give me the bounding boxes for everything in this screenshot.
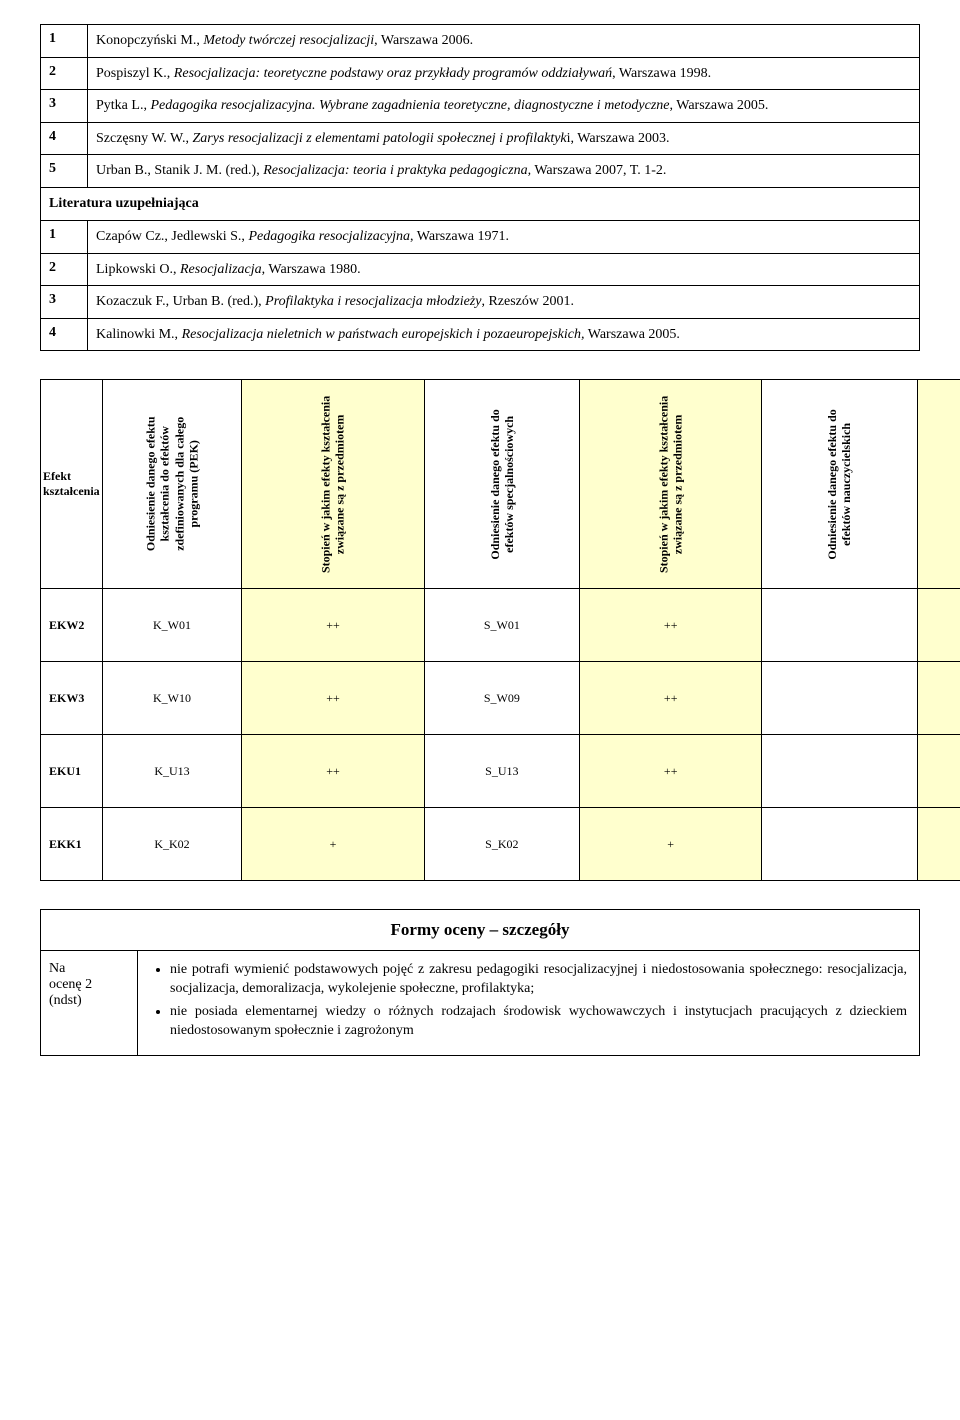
effects-header-col: Odniesienie danego efektu doefektów spec… bbox=[424, 380, 579, 589]
forms-title: Formy oceny – szczegóły bbox=[41, 910, 920, 951]
effects-cell bbox=[762, 735, 917, 808]
effects-cell bbox=[917, 589, 960, 662]
section-header-row: Literatura uzupełniająca bbox=[41, 187, 920, 220]
reference-row: 4Kalinowki M., Resocjalizacja nieletnich… bbox=[41, 318, 920, 351]
effects-cell bbox=[762, 808, 917, 881]
effects-header-label: Efektkształcenia bbox=[41, 380, 103, 589]
effects-cell: S_W01 bbox=[424, 589, 579, 662]
effects-cell: S_W09 bbox=[424, 662, 579, 735]
section-header: Literatura uzupełniająca bbox=[41, 187, 920, 220]
reference-row: 2Lipkowski O., Resocjalizacja, Warszawa … bbox=[41, 253, 920, 286]
reference-text: Kalinowki M., Resocjalizacja nieletnich … bbox=[88, 318, 920, 351]
effects-cell: ++ bbox=[242, 735, 424, 808]
reference-row: 2Pospiszyl K., Resocjalizacja: teoretycz… bbox=[41, 57, 920, 90]
reference-text: Czapów Cz., Jedlewski S., Pedagogika res… bbox=[88, 220, 920, 253]
reference-text: Szczęsny W. W., Zarys resocjalizacji z e… bbox=[88, 122, 920, 155]
effects-cell bbox=[762, 589, 917, 662]
reference-text: Konopczyński M., Metody twórczej resocja… bbox=[88, 25, 920, 58]
effects-cell: S_K02 bbox=[424, 808, 579, 881]
effects-cell: S_U13 bbox=[424, 735, 579, 808]
effects-header-col: Stopień w jakim efekty kształceniazwiąza… bbox=[242, 380, 424, 589]
reference-row: 3Kozaczuk F., Urban B. (red.), Profilakt… bbox=[41, 286, 920, 319]
forms-title-row: Formy oceny – szczegóły bbox=[41, 910, 920, 951]
reference-row: 3Pytka L., Pedagogika resocjalizacyjna. … bbox=[41, 90, 920, 123]
effects-row-label: EKK1 bbox=[41, 808, 103, 881]
reference-text: Lipkowski O., Resocjalizacja, Warszawa 1… bbox=[88, 253, 920, 286]
effects-cell: ++ bbox=[580, 589, 762, 662]
reference-row: 5Urban B., Stanik J. M. (red.), Resocjal… bbox=[41, 155, 920, 188]
effects-cell: + bbox=[242, 808, 424, 881]
effects-row: EKU1K_U13++S_U13++C1, C4ĆW1-ĆW12M1, M2,M… bbox=[41, 735, 960, 808]
forms-row-label: Naocenę 2(ndst) bbox=[41, 951, 138, 1056]
forms-row-content: nie potrafi wymienić podstawowych pojęć … bbox=[138, 951, 920, 1056]
effects-cell: + bbox=[580, 808, 762, 881]
forms-row: Naocenę 2(ndst) nie potrafi wymienić pod… bbox=[41, 951, 920, 1056]
reference-row: 1Konopczyński M., Metody twórczej resocj… bbox=[41, 25, 920, 58]
effects-header-col: Stopień w jakim efekty kształceniazwiąza… bbox=[580, 380, 762, 589]
effects-header-col: Stopień w jakim efekty kształceniazwiąza… bbox=[917, 380, 960, 589]
reference-text: Pospiszyl K., Resocjalizacja: teoretyczn… bbox=[88, 57, 920, 90]
effects-row: EKW2K_W01++S_W01++C1,C2ĆW2, ĆW3M1, M2,M3… bbox=[41, 589, 960, 662]
forms-bullet: nie potrafi wymienić podstawowych pojęć … bbox=[170, 961, 907, 999]
reference-number: 2 bbox=[41, 253, 88, 286]
effects-cell: K_W01 bbox=[102, 589, 242, 662]
effects-cell: ++ bbox=[580, 662, 762, 735]
reference-row: 4Szczęsny W. W., Zarys resocjalizacji z … bbox=[41, 122, 920, 155]
reference-number: 1 bbox=[41, 220, 88, 253]
effects-row-label: EKU1 bbox=[41, 735, 103, 808]
reference-number: 5 bbox=[41, 155, 88, 188]
reference-number: 3 bbox=[41, 90, 88, 123]
reference-number: 1 bbox=[41, 25, 88, 58]
reference-number: 3 bbox=[41, 286, 88, 319]
effects-cell: ++ bbox=[242, 589, 424, 662]
effects-header-col: Odniesienie danego efektu doefektów nauc… bbox=[762, 380, 917, 589]
effects-row: EKK1K_K02+S_K02+C1,C2,C3,C4ĆW1-ĆW12M1, M… bbox=[41, 808, 960, 881]
effects-cell bbox=[917, 735, 960, 808]
effects-row-label: EKW2 bbox=[41, 589, 103, 662]
effects-cell: K_U13 bbox=[102, 735, 242, 808]
effects-cell bbox=[917, 808, 960, 881]
references-table: 1Konopczyński M., Metody twórczej resocj… bbox=[40, 24, 920, 351]
reference-text: Kozaczuk F., Urban B. (red.), Profilakty… bbox=[88, 286, 920, 319]
forms-bullet: nie posiada elementarnej wiedzy o różnyc… bbox=[170, 1003, 907, 1041]
forms-bullet-list: nie potrafi wymienić podstawowych pojęć … bbox=[150, 961, 907, 1041]
reference-number: 4 bbox=[41, 318, 88, 351]
effects-cell: ++ bbox=[580, 735, 762, 808]
reference-row: 1Czapów Cz., Jedlewski S., Pedagogika re… bbox=[41, 220, 920, 253]
effects-cell bbox=[762, 662, 917, 735]
effects-row: EKW3K_W10++S_W09++C2,C3ĆW4-ĆW12M1, M2,M3… bbox=[41, 662, 960, 735]
effects-cell: ++ bbox=[242, 662, 424, 735]
reference-text: Urban B., Stanik J. M. (red.), Resocjali… bbox=[88, 155, 920, 188]
reference-number: 2 bbox=[41, 57, 88, 90]
effects-cell: K_K02 bbox=[102, 808, 242, 881]
effects-cell: K_W10 bbox=[102, 662, 242, 735]
effects-cell bbox=[917, 662, 960, 735]
assessment-forms-table: Formy oceny – szczegóły Naocenę 2(ndst) … bbox=[40, 909, 920, 1056]
reference-number: 4 bbox=[41, 122, 88, 155]
effects-header-col: Odniesienie danego efektukształcenia do … bbox=[102, 380, 242, 589]
effects-row-label: EKW3 bbox=[41, 662, 103, 735]
effects-table: EfektkształceniaOdniesienie danego efekt… bbox=[40, 379, 960, 881]
reference-text: Pytka L., Pedagogika resocjalizacyjna. W… bbox=[88, 90, 920, 123]
